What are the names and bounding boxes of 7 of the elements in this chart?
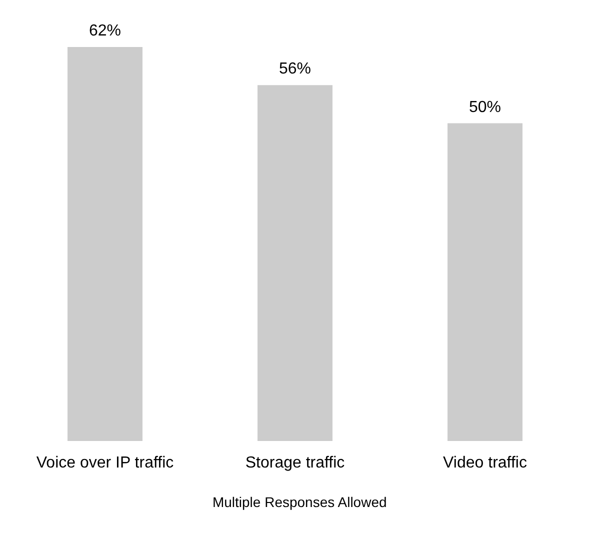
x-tick-label: Voice over IP traffic [36,454,174,472]
data-label: 50% [468,98,502,116]
data-label: 56% [278,60,312,78]
text: Multiple Responses Allowed [212,494,387,510]
x-tick-label: Video traffic [443,454,527,472]
x-tick-label: Storage traffic [245,454,345,472]
data-label: 62% [88,22,122,40]
